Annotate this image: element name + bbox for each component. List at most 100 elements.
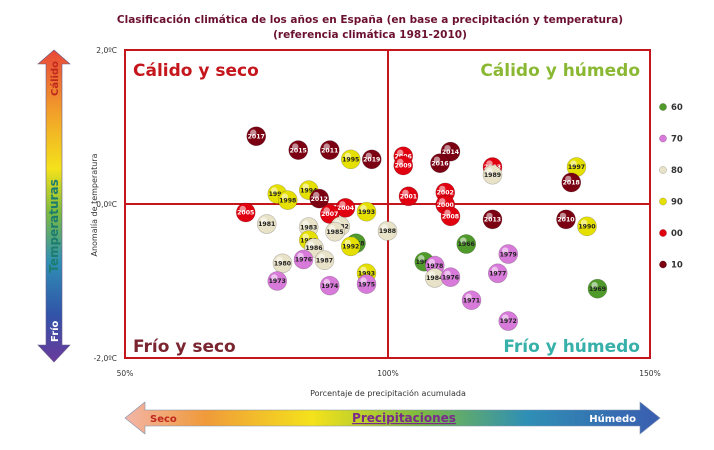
data-point-highlight	[397, 149, 404, 156]
temperature-arrow-label: Temperaturas	[47, 179, 61, 272]
data-point-label: 2017	[248, 133, 265, 140]
data-point-label: 1974	[321, 283, 339, 290]
data-point-highlight	[271, 274, 278, 281]
data-point-label: 2009	[395, 163, 412, 170]
data-point-highlight	[559, 212, 567, 220]
data-point-2015: 2015	[288, 140, 309, 160]
data-point-label: 1986	[305, 245, 322, 252]
temperature-cold-label: Frío	[49, 320, 61, 342]
quadrant-cold-dry: Frío y seco	[133, 337, 236, 357]
data-point-label: 1994	[269, 191, 287, 198]
precipitation-wet-label: Húmedo	[589, 413, 636, 425]
data-point-highlight	[271, 187, 278, 194]
data-point-highlight	[486, 168, 493, 175]
data-point-highlight	[486, 160, 493, 167]
legend-label: 90	[671, 198, 683, 208]
legend-item-80: 80	[659, 166, 683, 176]
data-point-highlight	[339, 201, 346, 208]
data-point-label: 1994	[300, 187, 318, 194]
data-point-highlight	[502, 314, 509, 321]
data-point-label: 1997	[568, 164, 585, 171]
data-point-highlight	[486, 212, 493, 220]
chart-title: Clasificación climática de los años en E…	[117, 14, 623, 26]
legend-marker	[659, 134, 667, 143]
data-point-label: 1990	[578, 224, 596, 231]
data-point-1971: 1971	[461, 290, 482, 311]
data-point-label: 2001	[400, 194, 417, 201]
data-point-highlight	[465, 293, 472, 300]
data-point-highlight	[428, 258, 435, 266]
data-point-2007: 2007	[319, 204, 340, 224]
data-point-label: 1976	[295, 257, 312, 264]
data-point-label: 2002	[437, 190, 454, 197]
data-point-1973: 1973	[267, 271, 288, 291]
data-point-label: 1977	[489, 271, 506, 278]
data-point-1992: 1992	[340, 236, 361, 257]
x-tick-mid: 100%	[377, 369, 398, 378]
data-point-1985: 1985	[325, 221, 345, 242]
data-point-label: 1998	[279, 197, 296, 204]
data-points: 2017201520111995201920062009201420162003…	[235, 126, 608, 331]
data-point-highlight	[307, 241, 315, 248]
data-point-label: 1978	[426, 263, 443, 270]
data-point-label: 1973	[269, 278, 286, 285]
data-point-highlight	[260, 217, 267, 224]
data-point-1976: 1976	[440, 267, 461, 287]
data-point-label: 2013	[484, 217, 501, 224]
legend-item-90: 90	[659, 198, 683, 208]
data-point-label: 1995	[342, 157, 359, 164]
data-point-1995: 1995	[340, 149, 361, 170]
legend-marker	[659, 197, 667, 206]
x-tick-left: 50%	[117, 369, 134, 378]
data-point-label: 2012	[311, 196, 328, 203]
quadrant-warm-wet: Cálido y húmedo	[480, 61, 640, 81]
data-point-2017: 2017	[246, 126, 267, 147]
data-point-highlight	[344, 152, 351, 160]
data-point-label: 2004	[337, 205, 355, 212]
data-point-2013: 2013	[482, 209, 503, 230]
legend-marker	[659, 103, 667, 111]
data-point-label: 1987	[316, 257, 333, 264]
data-point-highlight	[323, 278, 330, 286]
data-point-highlight	[444, 270, 451, 277]
data-point-label: 2008	[442, 214, 459, 221]
data-point-1976: 1976	[293, 249, 314, 270]
data-point-label: 1993	[358, 271, 375, 278]
data-point-label: 1989	[484, 172, 501, 179]
data-point-1974: 1974	[319, 275, 340, 296]
legend-item-00: 00	[659, 229, 683, 239]
data-point-highlight	[402, 189, 409, 196]
data-point-highlight	[570, 160, 577, 167]
data-point-highlight	[328, 225, 336, 232]
legend-label: 80	[671, 166, 683, 176]
data-point-label: 1992	[342, 244, 359, 251]
data-point-label: 1966	[458, 241, 475, 248]
precipitation-arrow	[124, 401, 661, 435]
data-point-2009: 2009	[393, 155, 414, 176]
data-point-2011: 2011	[319, 140, 340, 160]
data-point-label: 1983	[300, 224, 317, 231]
legend-marker	[659, 166, 667, 174]
data-point-highlight	[313, 191, 320, 199]
data-point-highlight	[360, 277, 367, 284]
data-point-highlight	[239, 205, 246, 213]
data-point-highlight	[302, 220, 309, 227]
data-point-label: 2011	[321, 147, 338, 154]
data-point-highlight	[460, 237, 467, 244]
precipitation-dry-label: Seco	[150, 414, 177, 425]
data-point-1980: 1980	[272, 253, 293, 274]
data-point-highlight	[397, 158, 404, 166]
quadrant-cold-wet: Frío y húmedo	[503, 337, 640, 357]
temperature-arrow	[37, 49, 71, 363]
data-point-highlight	[323, 207, 330, 214]
data-point-label: 1965	[416, 259, 433, 266]
data-point-1975: 1975	[356, 274, 377, 294]
data-point-1998: 1998	[277, 190, 298, 210]
data-point-1969: 1969	[587, 278, 608, 299]
data-point-1977: 1977	[487, 263, 508, 284]
data-point-label: 2005	[237, 210, 254, 217]
temperature-warm-label: Cálido	[49, 61, 61, 96]
data-point-highlight	[433, 156, 441, 163]
data-point-1987: 1987	[314, 250, 335, 271]
